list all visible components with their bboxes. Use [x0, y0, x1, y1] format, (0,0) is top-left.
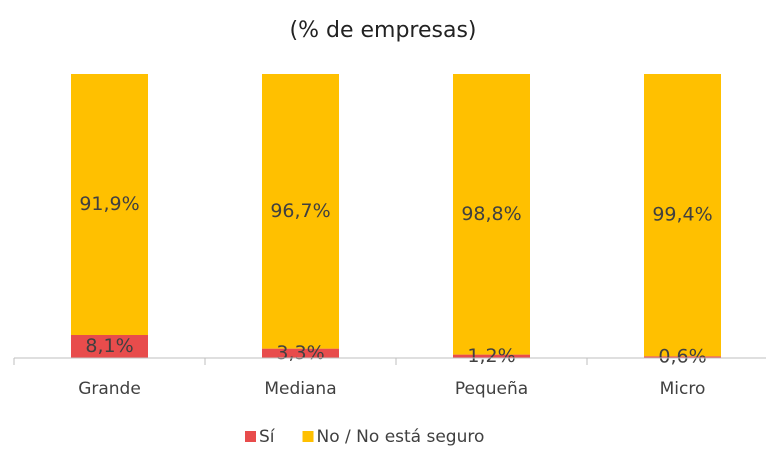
data-label: 1,2%: [467, 345, 515, 367]
x-tick-label: Grande: [78, 379, 141, 399]
legend-label: Sí: [259, 427, 276, 447]
data-label: 3,3%: [276, 342, 324, 364]
data-label: 8,1%: [85, 335, 133, 357]
bar-segment: [644, 356, 721, 358]
bar-segment: [262, 74, 339, 349]
x-tick-label: Pequeña: [455, 379, 528, 399]
bar-segment: [453, 74, 530, 355]
legend-swatch: [245, 431, 256, 442]
chart-title: (% de empresas): [290, 18, 477, 43]
x-tick-label: Mediana: [264, 379, 336, 399]
data-label: 0,6%: [658, 346, 706, 368]
bar-segment: [453, 354, 530, 358]
data-label: 98,8%: [461, 203, 521, 225]
legend-swatch: [302, 431, 314, 442]
data-label: 96,7%: [270, 200, 330, 222]
bar-segment: [644, 74, 721, 357]
data-label: 99,4%: [652, 204, 712, 226]
bar-segment: [71, 74, 148, 335]
x-tick-label: Micro: [660, 379, 706, 399]
legend-label: No / No está seguro: [317, 427, 485, 447]
bar-segment: [71, 334, 148, 358]
data-label: 91,9%: [79, 193, 139, 215]
bar-segment: [262, 348, 339, 358]
